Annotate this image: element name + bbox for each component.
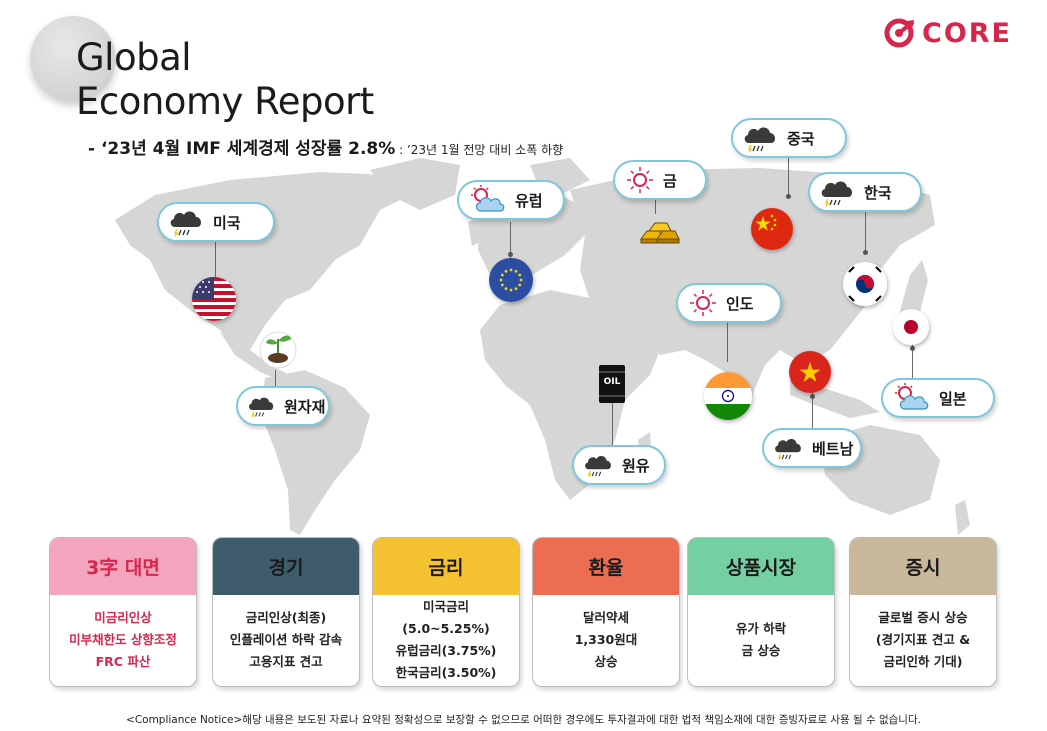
korea-flag-icon (843, 262, 887, 306)
card-line: 미국금리 (422, 599, 469, 614)
connector-dot (910, 346, 915, 351)
map-label-europe: 유럽 (457, 180, 565, 220)
rain-cloud-icon (248, 397, 274, 418)
connector-line (655, 194, 656, 214)
map-label-korea: 한국 (808, 172, 922, 212)
card-body: 글로벌 증시 상승 (경기지표 견고 & 금리인하 기대) (850, 595, 996, 685)
card-title: 상품시장 (688, 538, 834, 595)
subtitle-main: - ‘23년 4월 IMF 세계경제 성장률 2.8% (88, 139, 396, 159)
card-line: 금리인하 기대) (883, 654, 963, 669)
map-label-china: 중국 (731, 118, 847, 158)
sun-cloud-icon (471, 185, 505, 212)
connector-line (612, 402, 613, 448)
connector-dot (786, 194, 791, 199)
map-label-japan: 일본 (881, 378, 995, 418)
card-line: 1,330원대 (574, 632, 638, 647)
japan-flag-icon (893, 309, 929, 345)
card-line: 유가 하락 (735, 621, 787, 636)
india-flag-icon (704, 372, 752, 420)
subtitle-note: : ’23년 1월 전망 대비 소폭 하향 (395, 143, 564, 157)
rain-cloud-icon (744, 127, 776, 153)
card-line: 금리인상(최종) (245, 610, 327, 625)
brand-logo: CORE (884, 16, 1012, 50)
connector-line (812, 392, 813, 428)
connector-dot (810, 394, 815, 399)
card-line: 인플레이션 하락 감속 (229, 632, 343, 647)
card-title: 증시 (850, 538, 996, 595)
card-line: 상승 (594, 654, 618, 669)
oil-barrel-icon: OIL (597, 364, 627, 404)
gold-bars-icon (637, 213, 681, 249)
compliance-notice: <Compliance Notice>해당 내용은 보도된 자료나 요약된 정확… (126, 714, 921, 726)
card-title: 금리 (373, 538, 519, 595)
card-title: 3字 대면 (50, 538, 196, 595)
map-label-usa: 미국 (157, 202, 275, 242)
rain-cloud-icon (170, 211, 202, 237)
card-line: 고용지표 견고 (249, 654, 323, 669)
card-body: 미국금리 (5.0~5.25%) 유럽금리(3.75%) 한국금리(3.50%) (373, 595, 519, 685)
card-line: 미부채한도 상향조정 (69, 632, 177, 647)
card-title: 경기 (213, 538, 359, 595)
eu-flag-icon (489, 258, 533, 302)
card-line: 한국금리(3.50%) (395, 665, 497, 680)
card-line: FRC 파산 (95, 654, 151, 669)
map-label-commodity: 원자재 (236, 386, 330, 426)
page-title: Global Economy Report (76, 36, 374, 123)
card-line: (경기지표 견고 & (875, 632, 971, 647)
brand-name: CORE (922, 17, 1013, 49)
connector-line (215, 240, 216, 278)
card-line: 유럽금리(3.75%) (395, 643, 497, 658)
connector-line (275, 370, 276, 392)
usa-flag-icon (192, 277, 236, 321)
card-line: 미금리인상 (94, 610, 152, 625)
map-label-gold: 금 (613, 160, 707, 200)
china-flag-icon (751, 208, 793, 250)
sun-icon (627, 167, 653, 193)
rain-cloud-icon (821, 181, 853, 207)
map-label-oil: 원유 (572, 445, 666, 485)
page-subtitle: - ‘23년 4월 IMF 세계경제 성장률 2.8% : ’23년 1월 전망… (88, 134, 563, 159)
connector-line (865, 208, 866, 253)
card-line: 금 상승 (741, 643, 781, 658)
card-line: 글로벌 증시 상승 (878, 610, 968, 625)
oil-barrel-label: OIL (603, 377, 621, 387)
card-line: (5.0~5.25%) (402, 621, 490, 636)
map-label-india: 인도 (676, 283, 782, 323)
rain-cloud-icon (775, 439, 801, 461)
core-logo-icon (884, 18, 915, 48)
card-title: 환율 (533, 538, 679, 595)
vietnam-flag-icon (789, 351, 831, 393)
connector-line (727, 320, 728, 362)
seedling-icon (257, 325, 299, 369)
connector-dot (863, 250, 868, 255)
sun-cloud-icon (895, 383, 929, 410)
connector-line (912, 342, 913, 378)
connector-dot (508, 252, 513, 257)
map-label-vietnam: 베트남 (762, 428, 862, 468)
card-line: 달러약세 (582, 610, 629, 625)
rain-cloud-icon (585, 456, 611, 478)
connector-line (510, 222, 511, 258)
decorative-circle (30, 16, 116, 102)
sun-icon (690, 290, 716, 316)
connector-line (788, 158, 789, 196)
